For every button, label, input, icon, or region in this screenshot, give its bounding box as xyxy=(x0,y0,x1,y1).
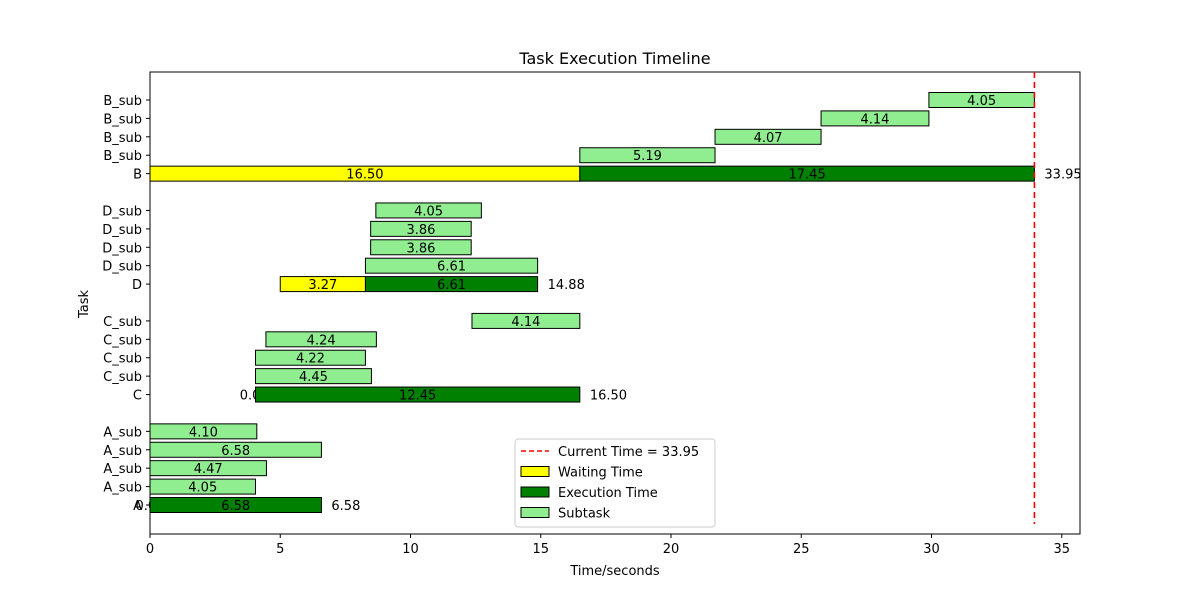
y-tick-label: C_sub xyxy=(103,352,142,367)
x-tick-label: 15 xyxy=(532,542,549,557)
x-tick-label: 5 xyxy=(276,542,284,557)
subtask-bar xyxy=(714,128,822,145)
y-axis-label: Task xyxy=(77,290,92,320)
y-tick-label: D_sub xyxy=(102,204,142,219)
x-tick-label: 20 xyxy=(663,542,680,557)
execution-bar xyxy=(364,276,539,293)
end-time-label: 14.88 xyxy=(548,278,585,293)
subtask-bar xyxy=(375,202,482,219)
legend-swatch-sub xyxy=(520,507,550,518)
y-tick-label: B_sub xyxy=(103,94,142,109)
legend-label-exec: Execution Time xyxy=(558,486,658,501)
legend: Current Time = 33.95 Waiting Time Executio… xyxy=(514,438,716,528)
subtask-bar-label: 4.05 xyxy=(414,204,443,219)
subtask-bar-label: 4.45 xyxy=(299,370,328,385)
y-tick-label: C_sub xyxy=(103,370,142,385)
y-tick-label: A xyxy=(133,499,142,514)
subtask-bar xyxy=(370,220,472,237)
execution-bar-label: 12.45 xyxy=(399,389,436,404)
waiting-bar-label: 16.50 xyxy=(346,168,383,183)
execution-bar-label: 6.58 xyxy=(221,499,250,514)
subtask-bar xyxy=(928,92,1035,108)
subtask-bar-label: 4.05 xyxy=(967,94,996,109)
subtask-bar xyxy=(149,478,257,495)
legend-swatch-exec xyxy=(520,486,550,498)
subtask-bar-label: 4.47 xyxy=(194,462,223,477)
execution-bar xyxy=(149,497,322,513)
subtask-bar-label: 3.86 xyxy=(406,241,435,256)
legend-box xyxy=(514,438,716,528)
y-tick-label: D_sub xyxy=(102,241,142,256)
subtask-bar-label: 3.86 xyxy=(406,223,435,238)
waiting-bar-label: 3.27 xyxy=(308,278,337,293)
execution-bar-label: 6.61 xyxy=(437,278,466,293)
subtask-bar xyxy=(149,441,322,458)
x-axis-label: Time/seconds xyxy=(569,564,660,579)
subtask-bar-label: 6.58 xyxy=(221,444,250,459)
legend-label-current: Current Time = 33.95 xyxy=(558,445,699,460)
y-tick-label: D_sub xyxy=(102,260,142,275)
legend-label-sub: Subtask xyxy=(558,507,611,522)
y-tick-label: C_sub xyxy=(103,315,142,330)
subtask-bar xyxy=(255,368,372,385)
chart-title: Task Execution Timeline xyxy=(518,49,710,68)
x-tick-label: 25 xyxy=(793,542,810,557)
end-time-label: 6.58 xyxy=(331,499,360,514)
x-tick-label: 30 xyxy=(923,542,940,557)
y-tick-label: B_sub xyxy=(103,149,142,164)
subtask-bar xyxy=(579,147,716,164)
legend-swatch-wait xyxy=(520,466,550,477)
end-time-label: 16.50 xyxy=(590,389,627,404)
x-tick-label: 0 xyxy=(146,542,154,557)
subtask-bar-label: 4.05 xyxy=(188,481,217,496)
subtask-bar-label: 4.14 xyxy=(511,315,540,330)
subtask-bar xyxy=(370,239,472,256)
subtask-bar-label: 4.10 xyxy=(189,425,218,440)
x-tick-label: 10 xyxy=(402,542,419,557)
subtask-bar xyxy=(265,331,377,348)
subtask-bar xyxy=(364,257,539,274)
subtask-bar xyxy=(471,312,581,329)
subtask-bar-label: 6.61 xyxy=(437,260,466,275)
subtask-bar-label: 4.24 xyxy=(307,333,336,348)
subtask-bar xyxy=(149,423,258,440)
plot-frame xyxy=(149,71,1081,535)
y-tick-label: D_sub xyxy=(102,223,142,238)
subtask-bar-label: 4.22 xyxy=(296,352,325,367)
execution-bar-label: 17.45 xyxy=(789,168,826,183)
x-tick-label: 35 xyxy=(1053,542,1070,557)
subtask-bar xyxy=(820,110,930,127)
subtask-bar xyxy=(255,349,366,366)
y-tick-label: B_sub xyxy=(103,112,142,127)
end-time-label: 33.95 xyxy=(1044,168,1081,183)
subtask-bar-label: 4.14 xyxy=(861,112,890,127)
y-tick-label: C_sub xyxy=(103,333,142,348)
subtask-bar-label: 5.19 xyxy=(633,149,662,164)
plot-area: 05101520253035A0.006.586.58A_sub4.05A_su… xyxy=(102,71,1082,557)
y-tick-label: C xyxy=(133,389,142,404)
y-tick-label: D xyxy=(132,278,142,293)
y-tick-label: A_sub xyxy=(103,444,142,459)
y-tick-label: A_sub xyxy=(103,462,142,477)
legend-label-wait: Waiting Time xyxy=(558,466,643,481)
subtask-bar xyxy=(149,460,267,477)
y-tick-label: A_sub xyxy=(103,481,142,496)
y-tick-label: B_sub xyxy=(103,131,142,146)
execution-bar xyxy=(255,386,581,403)
y-tick-label: A_sub xyxy=(103,425,142,440)
subtask-bar-label: 4.07 xyxy=(754,131,783,146)
y-tick-label: B xyxy=(133,168,142,183)
